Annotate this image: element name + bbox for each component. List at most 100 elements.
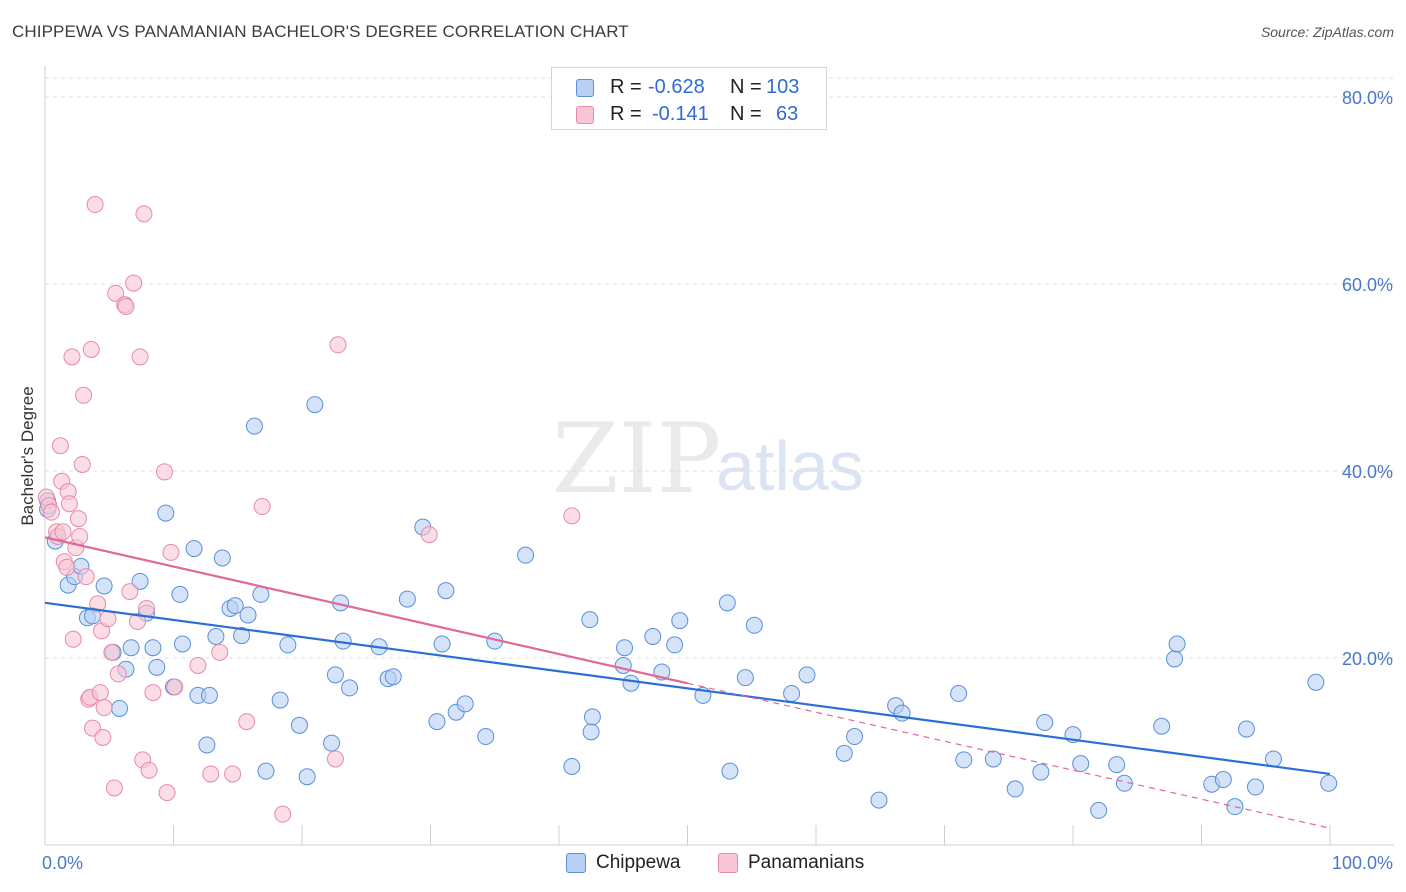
y-tick-label: 80.0%	[1342, 88, 1393, 108]
chippewa-point	[239, 606, 257, 624]
chippewa-point	[1214, 771, 1232, 789]
chippewa-point	[783, 685, 801, 703]
panamanian-point	[211, 643, 229, 661]
r-label: R =	[610, 76, 642, 98]
panamanian-point	[189, 656, 207, 674]
chippewa-point	[279, 636, 297, 654]
chippewa-point	[614, 656, 632, 674]
chippewa-points	[39, 396, 1338, 819]
panamanian-point	[274, 805, 292, 823]
panamanian-point	[238, 713, 256, 731]
chippewa-point	[213, 549, 231, 567]
chippewa-point	[1166, 650, 1184, 668]
chippewa-point	[290, 716, 308, 734]
chippewa-swatch	[566, 853, 586, 873]
chippewa-point	[745, 616, 763, 634]
legend-label-chippewa: Chippewa	[596, 852, 681, 873]
chippewa-point	[384, 668, 402, 686]
axes	[44, 66, 1394, 846]
panamanian-point	[329, 336, 347, 354]
chippewa-point	[1036, 714, 1054, 732]
n-value: 103	[766, 76, 800, 98]
chippewa-point	[131, 572, 149, 590]
panamanian-point	[63, 348, 81, 366]
chippewa-point	[122, 639, 140, 657]
chippewa-point	[581, 611, 599, 629]
chippewa-point	[1246, 778, 1264, 796]
chippewa-point	[233, 627, 251, 645]
chippewa-point	[1006, 780, 1024, 798]
chippewa-point	[583, 708, 601, 726]
panamanian-point	[135, 205, 153, 223]
panamanian-point	[54, 523, 72, 541]
chippewa-point	[1108, 756, 1126, 774]
chippewa-point	[144, 639, 162, 657]
y-tick-label: 20.0%	[1342, 649, 1393, 669]
chippewa-point	[157, 504, 175, 522]
series-legend: Chippewa Panamanians	[566, 851, 886, 877]
chippewa-point	[200, 686, 218, 704]
panamanian-point	[129, 613, 147, 631]
chippewa-point	[171, 585, 189, 603]
chippewa-point	[456, 695, 474, 713]
chippewa-trend-line	[44, 601, 1331, 776]
panamanian-point	[224, 765, 242, 783]
chippewa-point	[323, 734, 341, 752]
x-tick-label: 0.0%	[42, 853, 83, 873]
chippewa-point	[721, 762, 739, 780]
panamanian-point	[51, 437, 69, 455]
watermark: ZIP atlas	[552, 403, 864, 515]
chippewa-point	[1320, 774, 1338, 792]
panamanian-trend-line	[44, 536, 688, 685]
chippewa-point	[398, 590, 416, 608]
chippewa-point	[671, 612, 689, 630]
chippewa-point	[306, 396, 324, 414]
panamanian-points	[37, 196, 581, 823]
panamanian-point	[117, 297, 135, 315]
chippewa-point	[644, 627, 662, 645]
chippewa-point	[95, 577, 113, 595]
panamanian-point	[253, 498, 271, 516]
panamanian-point	[64, 630, 82, 648]
panamanian-point	[103, 643, 121, 661]
chippewa-point	[207, 627, 225, 645]
panamanian-point	[158, 784, 176, 802]
chippewa-swatch	[576, 79, 594, 97]
trend-lines	[44, 536, 1331, 829]
chippewa-point	[271, 691, 289, 709]
r-value: -0.628	[648, 76, 705, 98]
watermark-atlas: atlas	[716, 427, 864, 505]
n-value: 63	[776, 103, 799, 125]
chippewa-point	[173, 635, 191, 653]
tick-labels: 20.0% 40.0% 60.0% 80.0% 0.0% 100.0%	[42, 88, 1393, 873]
panamanian-point	[125, 274, 143, 292]
chippewa-point	[477, 728, 495, 746]
panamanian-point	[99, 610, 117, 628]
panamanian-point	[420, 526, 438, 544]
chippewa-point	[582, 723, 600, 741]
chippewa-point	[798, 666, 816, 684]
chart-title: CHIPPEWA VS PANAMANIAN BACHELOR'S DEGREE…	[12, 22, 629, 41]
watermark-zip: ZIP	[552, 403, 721, 515]
chippewa-point	[252, 585, 270, 603]
panamanian-point	[107, 284, 125, 302]
panamanian-point	[140, 761, 158, 779]
panamanian-point	[95, 699, 113, 717]
legend-row-chippewa: R = -0.628 N = 103	[552, 73, 826, 101]
chippewa-point	[433, 635, 451, 653]
chippewa-point	[198, 736, 216, 754]
chippewa-point	[437, 582, 455, 600]
panamanian-swatch	[576, 106, 594, 124]
chippewa-point	[1237, 720, 1255, 738]
chippewa-point	[666, 636, 684, 654]
chippewa-point	[870, 791, 888, 809]
chippewa-point	[341, 679, 359, 697]
chippewa-point	[846, 728, 864, 746]
panamanian-point	[563, 507, 581, 525]
chippewa-point	[955, 751, 973, 769]
panamanian-point	[86, 196, 104, 214]
r-label: R =	[610, 103, 642, 125]
chippewa-point	[1168, 635, 1186, 653]
panamanian-point	[73, 455, 91, 473]
